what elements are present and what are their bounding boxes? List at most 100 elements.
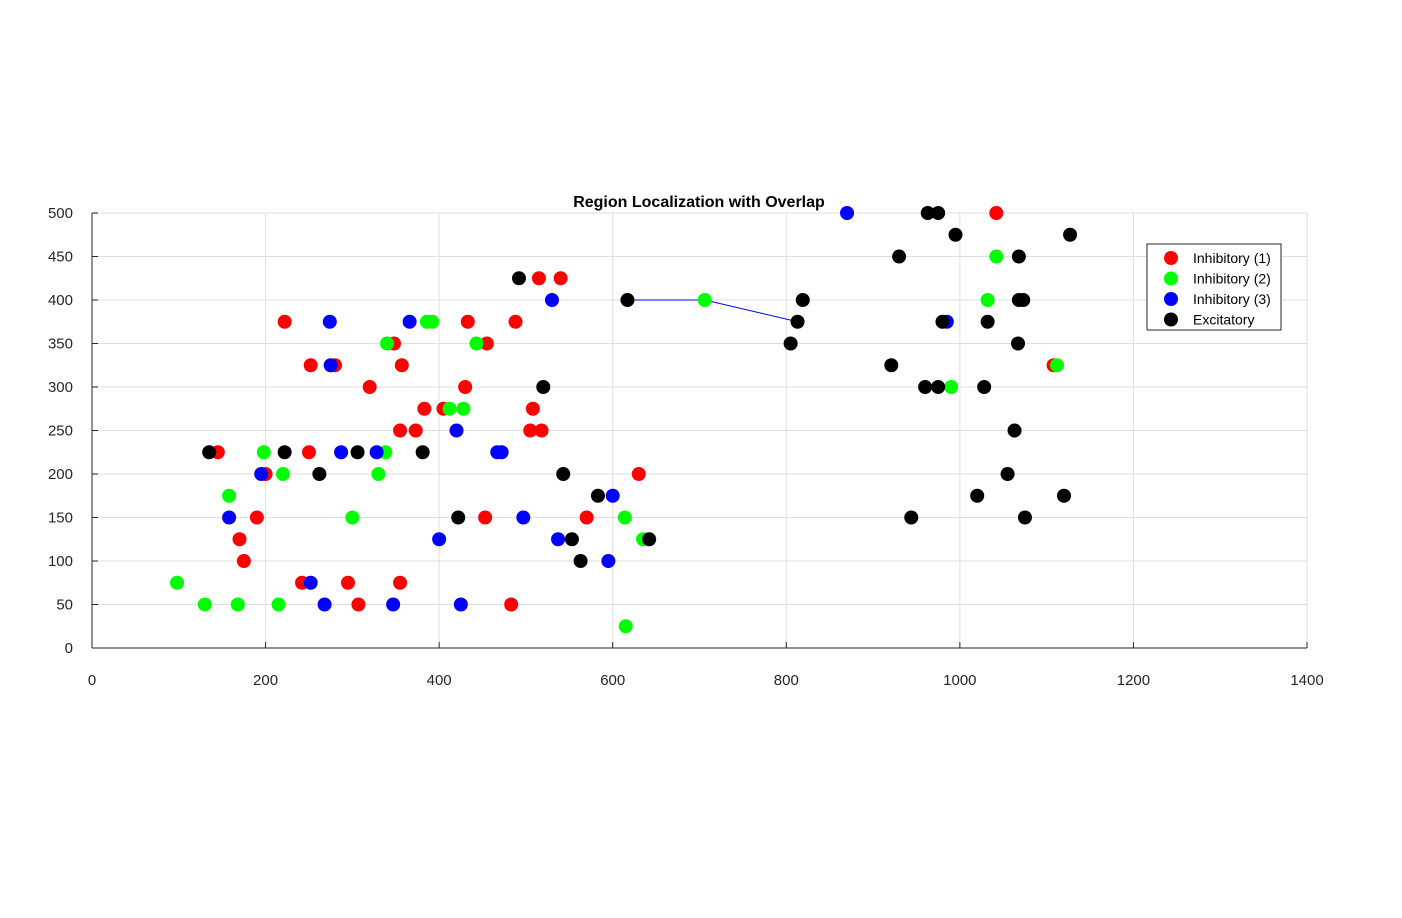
data-point <box>449 423 464 438</box>
data-point <box>551 532 566 547</box>
data-point <box>351 597 366 612</box>
data-point <box>783 336 798 351</box>
x-tick-label: 600 <box>600 672 625 689</box>
y-tick-label: 250 <box>48 423 73 440</box>
data-point <box>301 445 316 460</box>
legend-marker <box>1164 292 1178 306</box>
axes: 0 200 400 600 800 1000 1200 1400 0 50 100 150 200 250… <box>48 205 1324 689</box>
legend-label: Inhibitory (3) <box>1193 291 1271 307</box>
data-point <box>504 597 519 612</box>
data-point <box>456 401 471 416</box>
data-point <box>795 293 810 307</box>
y-tick-label: 0 <box>65 640 73 657</box>
data-point <box>523 423 538 438</box>
data-point <box>989 206 1004 220</box>
data-point <box>1007 423 1022 438</box>
data-point <box>1017 510 1032 525</box>
data-point <box>303 358 318 373</box>
data-point <box>1050 358 1065 373</box>
data-point <box>1011 336 1026 351</box>
data-point <box>631 467 646 481</box>
data-point <box>451 510 466 525</box>
data-point <box>303 575 318 590</box>
x-tick-label: 200 <box>253 672 278 689</box>
data-point <box>590 488 605 503</box>
data-point <box>508 314 523 329</box>
data-point <box>536 380 551 394</box>
data-point <box>642 532 657 547</box>
data-point <box>579 510 594 525</box>
series-3 <box>222 206 954 612</box>
data-point <box>1000 467 1015 481</box>
data-point <box>479 336 494 351</box>
data-point <box>256 445 271 460</box>
data-point <box>904 510 919 525</box>
y-tick-label: 150 <box>48 510 73 527</box>
data-point <box>892 249 907 264</box>
data-point <box>432 532 447 547</box>
data-point <box>275 467 290 481</box>
data-point <box>271 597 286 612</box>
data-point <box>944 380 959 394</box>
data-points <box>170 206 1078 634</box>
legend-marker <box>1164 271 1178 286</box>
chart-title: Region Localization with Overlap <box>573 194 825 211</box>
data-point <box>531 271 546 286</box>
legend: Inhibitory (1) Inhibitory (2) Inhibitory (… <box>1146 243 1282 331</box>
data-point <box>469 336 484 351</box>
data-point <box>197 597 212 612</box>
data-point <box>564 532 579 547</box>
data-point <box>222 510 237 525</box>
legend-label: Inhibitory (2) <box>1193 271 1271 287</box>
data-point <box>380 336 395 351</box>
data-point <box>277 445 292 460</box>
data-point <box>573 554 588 568</box>
x-tick-label: 400 <box>427 672 452 689</box>
data-point <box>511 271 526 286</box>
data-point <box>277 314 292 329</box>
legend-label: Inhibitory (1) <box>1193 250 1271 266</box>
data-point <box>478 510 493 525</box>
data-point <box>322 314 337 329</box>
legend-marker <box>1164 312 1178 327</box>
data-point <box>620 293 635 307</box>
x-tick-label: 1400 <box>1290 672 1323 689</box>
data-point <box>230 597 245 612</box>
data-point <box>425 314 440 329</box>
data-point <box>601 554 616 568</box>
data-point <box>931 206 946 220</box>
data-point <box>534 423 549 438</box>
data-point <box>402 314 417 329</box>
data-point <box>1057 488 1071 503</box>
data-point <box>254 467 269 481</box>
data-point <box>884 358 899 373</box>
data-point <box>249 510 264 525</box>
data-point <box>544 293 559 307</box>
x-tick-label: 0 <box>88 672 96 689</box>
data-point <box>918 380 933 394</box>
data-point <box>840 206 855 220</box>
y-tick-label: 50 <box>56 597 73 614</box>
data-point <box>989 249 1004 264</box>
data-point <box>317 597 332 612</box>
data-point <box>334 445 349 460</box>
data-point <box>556 467 571 481</box>
y-tick-label: 300 <box>48 379 73 396</box>
data-point <box>1016 293 1031 307</box>
data-point <box>202 445 217 460</box>
data-point <box>312 467 327 481</box>
data-point <box>417 401 432 416</box>
data-point <box>345 510 360 525</box>
y-tick-label: 200 <box>48 466 73 483</box>
data-point <box>931 380 946 394</box>
data-point <box>980 293 995 307</box>
data-point <box>453 597 468 612</box>
data-point <box>394 358 409 373</box>
data-point <box>371 467 386 481</box>
data-point <box>386 597 401 612</box>
x-tick-label: 800 <box>774 672 799 689</box>
y-tick-label: 450 <box>48 249 73 266</box>
data-point <box>170 575 185 590</box>
data-point <box>618 619 633 634</box>
